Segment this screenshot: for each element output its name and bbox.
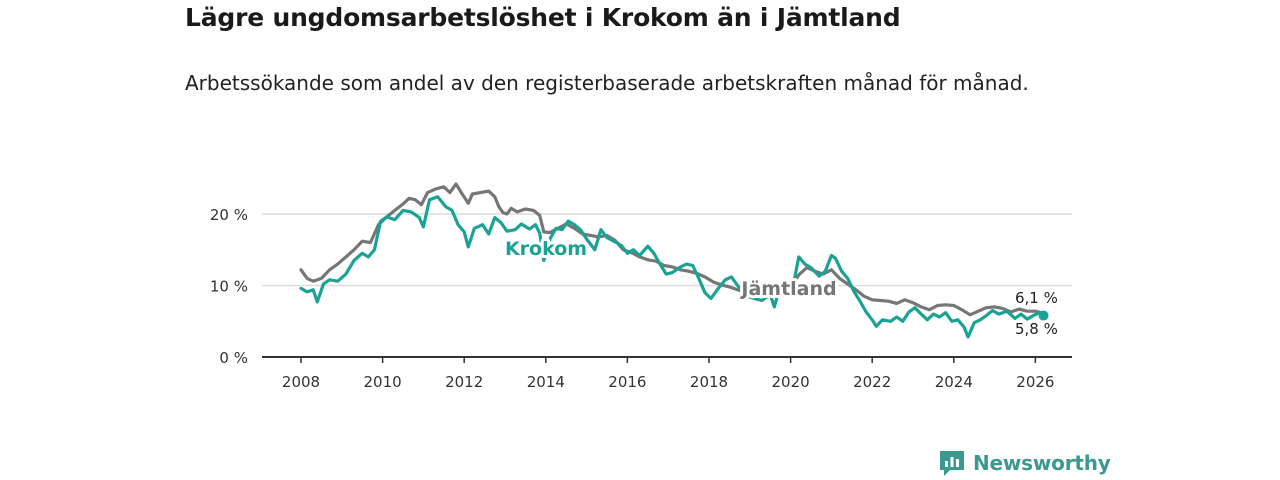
series-line-jamtland-1 (789, 266, 1046, 317)
y-axis-labels: 0 % 10 % 20 % (210, 206, 248, 367)
series-label-halo: Krokom (505, 238, 587, 260)
newsworthy-logo-icon (940, 451, 964, 476)
x-tick-label: 2020 (772, 373, 810, 391)
y-tick-label: 10 % (210, 278, 248, 296)
series-lines (299, 182, 1049, 339)
krokom-end-marker (1038, 310, 1049, 321)
series-label-krokom: Krokom (505, 238, 587, 260)
x-tick-label: 2012 (445, 373, 483, 391)
newsworthy-brand[interactable]: Newsworthy (937, 448, 1111, 478)
y-tick-label: 20 % (210, 206, 248, 224)
chart-title: Lägre ungdomsarbetslöshet i Krokom än i … (185, 3, 901, 32)
chart-subtitle: Arbetssökande som andel av den registerb… (185, 71, 1029, 95)
x-tick-label: 2016 (608, 373, 646, 391)
series-line-krokom-2 (299, 195, 1046, 339)
x-tick-label: 2022 (853, 373, 891, 391)
gridlines (262, 213, 1072, 287)
x-tick-label: 2014 (527, 373, 565, 391)
end-value-label-krokom: 5,8 % (1015, 320, 1058, 338)
y-tick-label: 0 % (219, 349, 248, 367)
brand-name: Newsworthy (973, 451, 1111, 475)
x-tick-label: 2024 (935, 373, 973, 391)
x-tick-label: 2008 (282, 373, 320, 391)
end-value-label-jamtland: 6,1 % (1015, 289, 1058, 307)
x-tick-label: 2010 (364, 373, 402, 391)
x-axis: 2008 2010 2012 2014 2016 2018 2020 2022 2024 2026 (262, 356, 1072, 391)
x-tick-label: 2018 (690, 373, 728, 391)
series-label-jamtland: Jämtland (739, 278, 836, 300)
x-tick-label: 2026 (1016, 373, 1054, 391)
series-label-halo: Jämtland (739, 278, 836, 300)
